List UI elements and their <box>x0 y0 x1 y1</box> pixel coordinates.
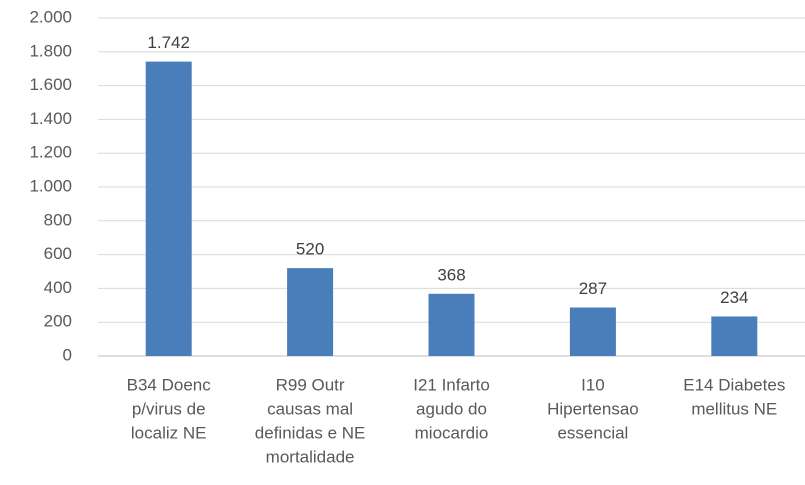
x-tick-label: E14 Diabetes <box>683 375 785 394</box>
bar <box>287 268 334 356</box>
x-tick-label: I10 <box>581 375 605 394</box>
y-tick-label: 2.000 <box>29 7 72 26</box>
y-tick-label: 0 <box>63 345 72 364</box>
y-tick-label: 1.000 <box>29 176 72 195</box>
x-tick-label: definidas e NE <box>255 423 366 442</box>
x-tick-label: causas mal <box>267 399 353 418</box>
y-tick-label: 1.600 <box>29 75 72 94</box>
x-tick-label: p/virus de <box>132 399 206 418</box>
bar <box>711 316 758 356</box>
bar <box>569 307 616 356</box>
x-tick-label: I21 Infarto <box>413 375 490 394</box>
bar <box>145 61 192 357</box>
data-label: 368 <box>437 265 465 284</box>
bar <box>428 293 475 356</box>
data-label: 287 <box>579 279 607 298</box>
y-tick-label: 1.800 <box>29 41 72 60</box>
x-tick-label: miocardio <box>415 423 489 442</box>
y-tick-label: 1.400 <box>29 109 72 128</box>
y-tick-label: 600 <box>44 244 72 263</box>
y-tick-label: 1.200 <box>29 143 72 162</box>
data-label: 520 <box>296 240 324 259</box>
data-label: 234 <box>720 288 748 307</box>
x-tick-label: Hipertensao <box>547 399 639 418</box>
x-tick-label: R99 Outr <box>276 375 345 394</box>
x-tick-label: localiz NE <box>131 423 207 442</box>
y-tick-label: 800 <box>44 210 72 229</box>
x-tick-label: B34 Doenc <box>127 375 212 394</box>
data-label: 1.742 <box>147 33 190 52</box>
y-tick-label: 400 <box>44 278 72 297</box>
x-tick-label: essencial <box>557 423 628 442</box>
x-tick-label: agudo do <box>416 399 487 418</box>
x-tick-label: mortalidade <box>266 447 355 466</box>
y-tick-label: 200 <box>44 312 72 331</box>
x-tick-label: mellitus NE <box>691 399 777 418</box>
